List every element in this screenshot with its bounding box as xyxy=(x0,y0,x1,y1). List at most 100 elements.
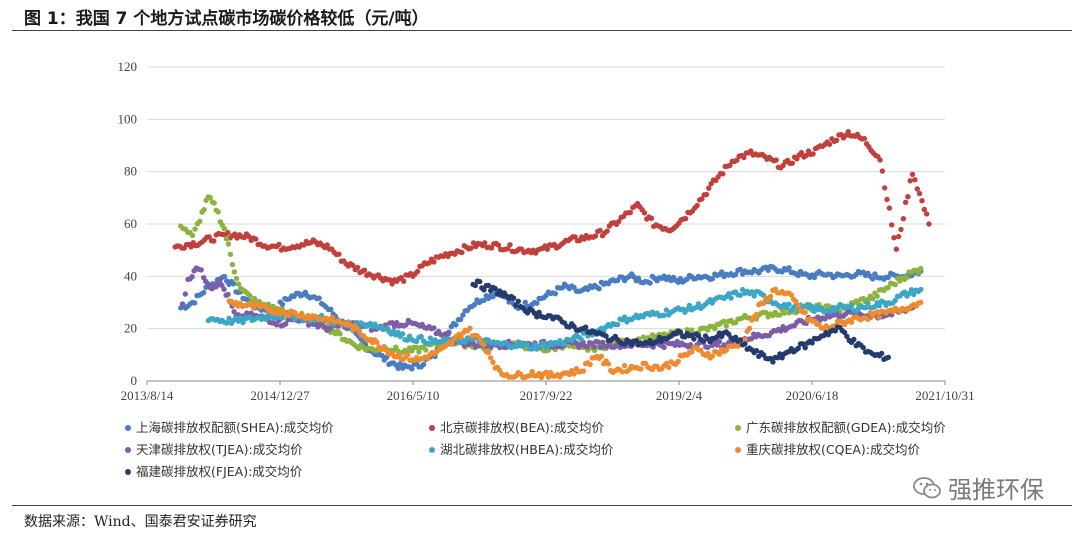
data-point xyxy=(892,297,898,304)
data-point xyxy=(874,309,880,315)
data-point xyxy=(201,207,207,213)
watermark: 强推环保 xyxy=(912,470,1044,505)
data-point xyxy=(742,336,748,343)
data-point xyxy=(789,160,795,166)
data-point xyxy=(476,335,482,342)
data-point xyxy=(221,226,228,232)
data-point xyxy=(179,301,186,307)
data-point xyxy=(182,291,188,297)
data-point xyxy=(912,177,918,183)
data-point xyxy=(582,324,589,330)
data-point xyxy=(802,345,808,351)
data-point xyxy=(918,299,924,306)
data-point xyxy=(251,295,258,302)
data-point xyxy=(876,303,883,309)
data-point xyxy=(619,369,625,375)
data-point xyxy=(716,351,723,357)
legend-label: 北京碳排放权(BEA):成交均价 xyxy=(440,420,604,435)
data-point xyxy=(882,185,888,191)
data-point xyxy=(453,322,459,328)
data-point xyxy=(860,344,866,351)
data-point xyxy=(869,296,876,302)
data-point xyxy=(423,347,429,353)
data-point xyxy=(192,300,198,306)
data-point xyxy=(876,314,883,321)
data-point xyxy=(231,309,237,315)
data-point xyxy=(809,340,815,346)
data-point xyxy=(833,137,840,143)
data-point xyxy=(902,199,909,205)
data-point xyxy=(420,361,427,368)
data-point xyxy=(505,246,511,252)
data-point xyxy=(387,277,393,283)
data-point xyxy=(615,321,621,328)
data-point xyxy=(573,340,580,346)
data-point xyxy=(316,295,322,301)
data-point xyxy=(892,281,898,288)
data-point xyxy=(795,303,801,309)
data-point xyxy=(225,229,231,236)
data-point xyxy=(405,352,411,358)
data-point xyxy=(597,344,604,351)
data-point xyxy=(416,349,422,355)
data-point xyxy=(536,370,542,377)
data-point xyxy=(851,336,857,343)
data-point xyxy=(641,210,648,216)
data-point xyxy=(828,309,834,315)
legend-marker xyxy=(125,425,131,431)
data-point xyxy=(198,267,204,273)
data-point xyxy=(648,215,655,221)
data-point xyxy=(795,272,801,279)
data-point xyxy=(869,276,876,282)
data-point xyxy=(767,293,774,300)
data-point xyxy=(188,244,194,250)
data-point xyxy=(656,334,663,340)
data-point xyxy=(694,202,700,209)
data-point xyxy=(773,157,779,163)
data-point xyxy=(531,342,538,348)
data-point xyxy=(197,218,203,224)
data-point xyxy=(770,359,776,365)
data-point xyxy=(361,267,368,273)
data-point xyxy=(741,154,747,161)
data-point xyxy=(401,278,407,284)
data-point xyxy=(229,261,236,268)
data-point xyxy=(908,287,915,293)
data-point xyxy=(877,157,883,163)
data-point xyxy=(675,358,681,365)
data-point xyxy=(374,339,380,345)
data-point xyxy=(231,269,238,275)
data-point xyxy=(898,226,904,233)
data-point xyxy=(477,278,483,285)
data-point xyxy=(219,282,225,288)
data-point xyxy=(231,281,237,287)
data-point xyxy=(677,329,684,335)
data-point xyxy=(666,364,672,371)
data-point xyxy=(916,190,923,197)
data-point xyxy=(587,361,593,368)
data-point xyxy=(603,333,609,339)
legend-marker xyxy=(125,447,131,453)
data-point xyxy=(904,274,910,280)
data-point xyxy=(732,334,739,340)
data-point xyxy=(595,339,602,345)
data-point xyxy=(748,148,754,154)
data-point xyxy=(811,274,818,281)
data-point xyxy=(409,366,415,372)
data-point xyxy=(404,337,410,343)
data-point xyxy=(235,281,242,287)
data-point xyxy=(490,359,496,365)
data-point xyxy=(613,343,619,349)
x-tick-label: 2013/8/14 xyxy=(121,388,174,403)
data-point xyxy=(721,318,727,324)
data-point xyxy=(879,168,886,174)
data-point xyxy=(393,344,399,350)
y-tick-label: 100 xyxy=(118,111,138,126)
data-point xyxy=(778,328,784,334)
data-point xyxy=(911,291,917,298)
data-point xyxy=(529,346,535,352)
data-point xyxy=(734,157,740,163)
data-point xyxy=(481,341,487,348)
data-point xyxy=(600,339,606,345)
data-point xyxy=(471,301,478,308)
